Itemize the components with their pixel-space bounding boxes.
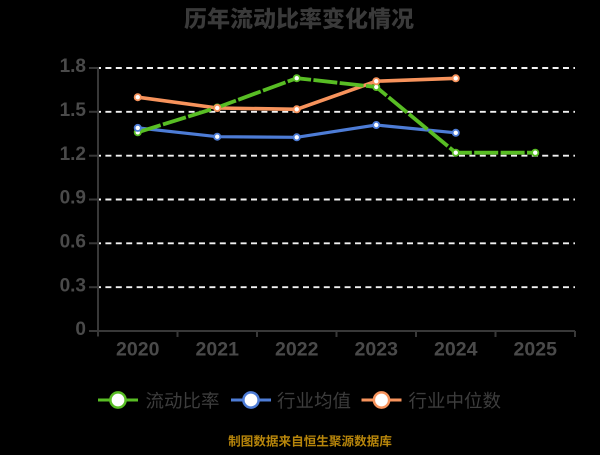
svg-text:2021: 2021 [196, 339, 240, 361]
svg-text:1.2: 1.2 [60, 144, 86, 165]
svg-text:2023: 2023 [355, 339, 399, 361]
svg-text:2024: 2024 [434, 339, 478, 361]
svg-text:2020: 2020 [116, 339, 160, 361]
svg-text:2025: 2025 [514, 339, 558, 361]
svg-text:1.8: 1.8 [60, 56, 86, 77]
svg-text:0.3: 0.3 [60, 275, 86, 296]
svg-text:0.6: 0.6 [60, 232, 86, 253]
svg-text:1.5: 1.5 [60, 100, 87, 121]
svg-text:2022: 2022 [275, 339, 319, 361]
svg-text:0.9: 0.9 [60, 188, 86, 209]
svg-text:0: 0 [75, 319, 86, 340]
